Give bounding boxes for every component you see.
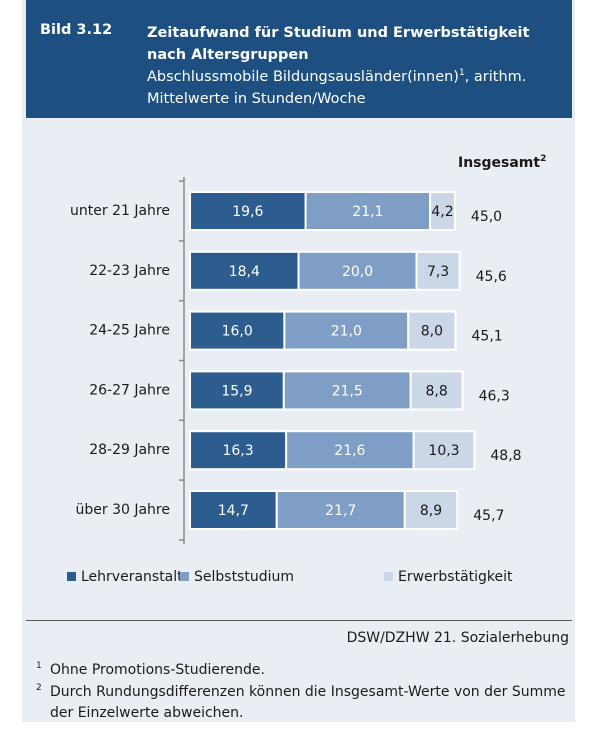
bar-segment bbox=[189, 191, 307, 231]
total-label: 48,8 bbox=[490, 448, 521, 464]
bar-segment bbox=[304, 191, 432, 231]
value-label: 21,7 bbox=[325, 503, 356, 519]
subtitle-part: , arithm. Mittelwerte in Stunden/Woche bbox=[147, 69, 527, 107]
bar-segment bbox=[189, 490, 278, 530]
totals-header: Insgesamt2 bbox=[458, 154, 546, 172]
value-label: 19,6 bbox=[232, 204, 263, 220]
total-label: 46,3 bbox=[479, 388, 510, 404]
legend-label: Erwerbstätigkeit bbox=[398, 569, 513, 585]
value-label: 8,9 bbox=[420, 503, 442, 519]
legend-label: Selbststudium bbox=[194, 569, 294, 585]
y-tick-label: 26-27 Jahre bbox=[89, 382, 170, 398]
value-label: 10,3 bbox=[428, 443, 459, 459]
legend-swatch bbox=[67, 572, 76, 581]
value-label: 21,5 bbox=[332, 383, 363, 399]
value-label: 15,9 bbox=[221, 383, 252, 399]
total-label: 45,1 bbox=[472, 329, 503, 345]
footnote-text: Ohne Promotions-Studierende. bbox=[50, 662, 265, 678]
figure-label: Bild 3.12 bbox=[40, 22, 113, 38]
bar-segment bbox=[275, 490, 406, 530]
value-label: 7,3 bbox=[427, 264, 449, 280]
value-label: 4,2 bbox=[431, 204, 453, 220]
value-label: 20,0 bbox=[342, 264, 373, 280]
legend-swatch bbox=[180, 572, 189, 581]
y-tick-label: 28-29 Jahre bbox=[89, 442, 170, 458]
bar-segment bbox=[403, 490, 459, 530]
value-label: 16,3 bbox=[222, 443, 253, 459]
footnote: 2 Durch Rundungsdifferenzen können die In… bbox=[36, 683, 566, 722]
bar-segment bbox=[189, 370, 285, 411]
total-label: 45,6 bbox=[476, 269, 507, 285]
total-label: 45,7 bbox=[473, 508, 504, 524]
footnote-text: Durch Rundungsdifferenzen können die Ins… bbox=[50, 684, 566, 721]
value-label: 16,0 bbox=[222, 324, 253, 340]
chart-title: Zeitaufwand für Studium und Erwerbstätig… bbox=[147, 25, 530, 63]
footnote-ref: 1 bbox=[458, 68, 465, 78]
bar-segment bbox=[412, 430, 476, 471]
source-rule bbox=[26, 620, 572, 621]
y-tick-label: unter 21 Jahre bbox=[70, 203, 170, 219]
value-label: 8,0 bbox=[421, 324, 443, 340]
header-text: Zeitaufwand für Studium und Erwerbstätig… bbox=[147, 22, 563, 110]
totals-header-text: Insgesamt bbox=[458, 155, 540, 171]
bar-segment bbox=[415, 250, 461, 291]
source: DSW/DZHW 21. Sozialerhebung bbox=[346, 630, 569, 646]
value-label: 14,7 bbox=[218, 503, 249, 519]
bar-segment bbox=[297, 250, 418, 291]
bar-segment bbox=[429, 191, 456, 231]
value-label: 21,0 bbox=[331, 324, 362, 340]
background bbox=[22, 0, 575, 722]
subtitle-part: Abschlussmobile Bildungsausländer(innen) bbox=[147, 69, 459, 85]
footnote-ref: 2 bbox=[540, 154, 546, 164]
bar-segment bbox=[189, 310, 286, 351]
legend-swatch bbox=[384, 572, 393, 581]
y-tick-label: über 30 Jahre bbox=[76, 502, 171, 518]
header: Bild 3.12 Zeitaufwand für Studium und Er… bbox=[26, 0, 572, 118]
footnote: 1 Ohne Promotions-Studierende. bbox=[36, 661, 265, 679]
value-label: 21,6 bbox=[334, 443, 365, 459]
y-tick-label: 24-25 Jahre bbox=[89, 323, 170, 339]
chart-subtitle: Abschlussmobile Bildungsausländer(innen)… bbox=[147, 66, 563, 110]
bar-segment bbox=[189, 430, 288, 471]
bar-segment bbox=[409, 370, 464, 411]
value-label: 21,1 bbox=[352, 204, 383, 220]
y-tick-label: 22-23 Jahre bbox=[89, 263, 170, 279]
value-label: 8,8 bbox=[425, 383, 447, 399]
value-label: 18,4 bbox=[229, 264, 260, 280]
bar-segment bbox=[407, 310, 457, 351]
total-label: 45,0 bbox=[471, 209, 502, 225]
legend-label: Lehrveranstalt. bbox=[81, 569, 187, 585]
